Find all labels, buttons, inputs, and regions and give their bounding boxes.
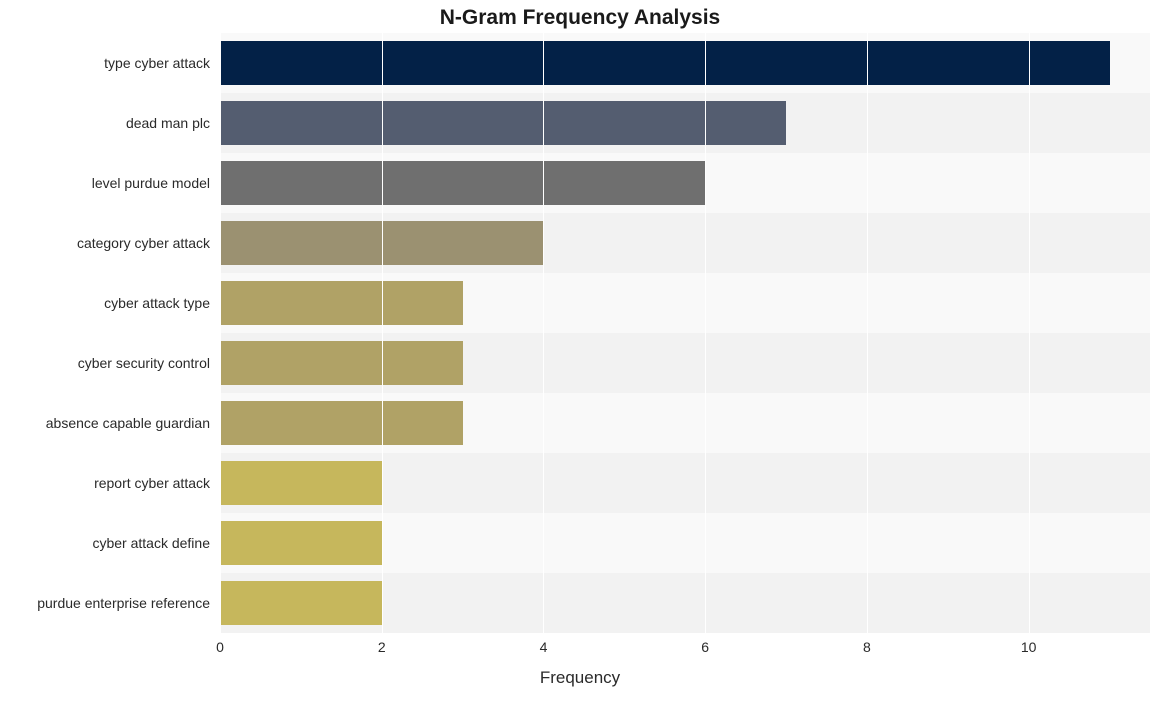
gridline — [382, 33, 383, 633]
x-tick-label: 4 — [540, 639, 548, 655]
bar — [220, 401, 463, 445]
bar — [220, 461, 382, 505]
y-tick-label: type cyber attack — [0, 55, 210, 71]
bar — [220, 521, 382, 565]
bar — [220, 161, 705, 205]
x-tick-label: 2 — [378, 639, 386, 655]
gridline — [1029, 33, 1030, 633]
y-tick-label: category cyber attack — [0, 235, 210, 251]
bar — [220, 281, 463, 325]
x-axis-label: Frequency — [0, 668, 1160, 688]
y-tick-label: level purdue model — [0, 175, 210, 191]
gridline — [543, 33, 544, 633]
bar — [220, 41, 1110, 85]
bar — [220, 101, 786, 145]
y-tick-label: cyber security control — [0, 355, 210, 371]
x-tick-label: 0 — [216, 639, 224, 655]
x-tick-label: 10 — [1021, 639, 1037, 655]
plot-area — [220, 33, 1150, 633]
bar — [220, 581, 382, 625]
chart-title: N-Gram Frequency Analysis — [0, 6, 1160, 30]
gridline — [220, 33, 221, 633]
y-tick-label: cyber attack define — [0, 535, 210, 551]
x-tick-label: 6 — [701, 639, 709, 655]
gridline — [867, 33, 868, 633]
bar — [220, 341, 463, 385]
ngram-frequency-chart: N-Gram Frequency Analysis type cyber att… — [0, 0, 1160, 701]
y-tick-label: absence capable guardian — [0, 415, 210, 431]
y-tick-label: purdue enterprise reference — [0, 595, 210, 611]
gridline — [705, 33, 706, 633]
y-tick-label: dead man plc — [0, 115, 210, 131]
y-tick-label: report cyber attack — [0, 475, 210, 491]
x-tick-label: 8 — [863, 639, 871, 655]
y-tick-label: cyber attack type — [0, 295, 210, 311]
